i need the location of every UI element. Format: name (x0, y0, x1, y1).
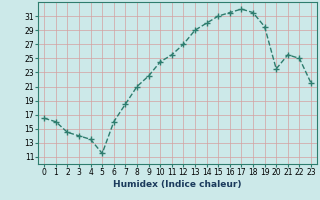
X-axis label: Humidex (Indice chaleur): Humidex (Indice chaleur) (113, 180, 242, 189)
